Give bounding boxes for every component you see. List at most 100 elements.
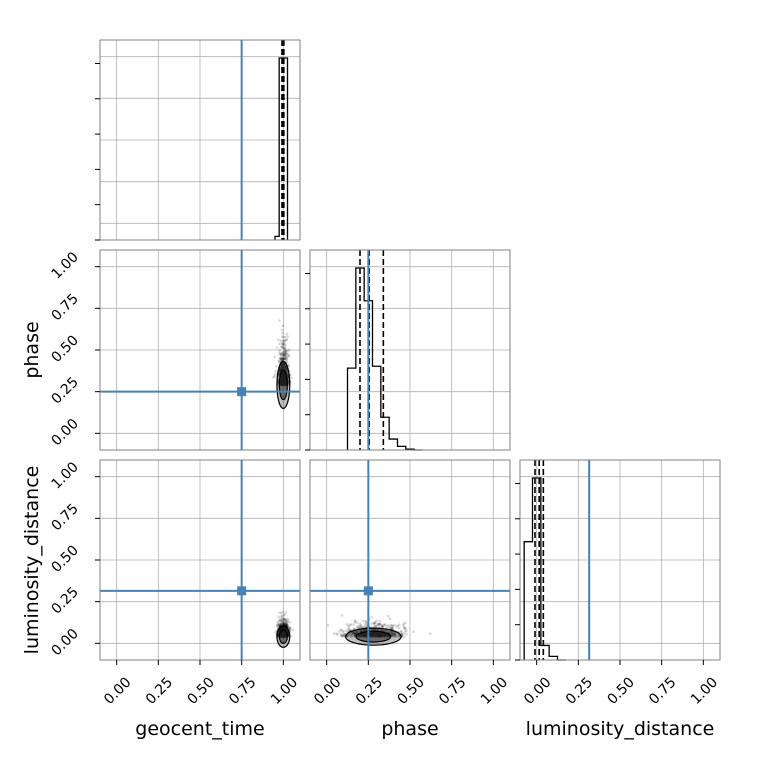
sample-point: [284, 368, 287, 371]
sample-point: [282, 357, 286, 361]
sample-point: [391, 633, 394, 637]
sample-point: [281, 356, 285, 360]
sample-point: [278, 369, 281, 373]
sample-point: [278, 623, 282, 626]
sample-point: [280, 366, 283, 369]
sample-point: [284, 367, 288, 370]
sample-point: [348, 623, 352, 626]
sample-point: [382, 629, 386, 632]
sample-point: [353, 630, 357, 634]
sample-point: [275, 346, 279, 349]
sample-point: [284, 623, 288, 627]
y-tick-label: 0.25: [48, 374, 81, 407]
x-tick-label: 1.00: [478, 674, 511, 707]
sample-point: [393, 633, 396, 637]
sample-point: [279, 358, 283, 361]
sample-point: [343, 632, 346, 636]
sample-point: [285, 357, 289, 360]
sample-point: [390, 630, 393, 634]
sample-point: [280, 328, 284, 332]
sample-point: [287, 626, 290, 629]
sample-point: [390, 633, 394, 636]
sample-point: [287, 348, 291, 352]
sample-point: [381, 629, 385, 632]
sample-point: [390, 631, 393, 635]
sample-point: [429, 632, 432, 635]
sample-point: [351, 632, 355, 635]
sample-point: [279, 357, 282, 361]
sample-point: [282, 365, 285, 369]
sample-point: [284, 623, 288, 627]
sample-point: [282, 366, 286, 369]
sample-point: [393, 632, 397, 636]
sample-point: [355, 630, 358, 634]
sample-point: [342, 634, 346, 637]
sample-point: [277, 359, 280, 363]
sample-point: [326, 624, 330, 627]
sample-point: [278, 369, 282, 372]
sample-point: [282, 627, 285, 630]
sample-point: [286, 619, 290, 622]
sample-point: [392, 634, 396, 638]
sample-point: [393, 631, 396, 635]
sample-point: [282, 365, 286, 369]
sample-point: [274, 365, 278, 368]
sample-point: [347, 627, 350, 631]
sample-point: [280, 345, 283, 349]
sample-point: [275, 623, 279, 627]
sample-point: [279, 366, 283, 369]
x-tick-label: 0.00: [521, 674, 554, 707]
sample-point: [282, 354, 286, 358]
sample-point: [279, 368, 282, 372]
sample-point: [281, 614, 284, 618]
density-contour-inner: [278, 369, 288, 401]
sample-point: [285, 358, 289, 361]
sample-point: [279, 367, 283, 371]
sample-point: [338, 630, 341, 634]
sample-point: [280, 354, 283, 358]
x-tick-label: 0.50: [394, 674, 427, 707]
sample-point: [283, 364, 286, 368]
sample-point: [387, 630, 390, 634]
sample-point: [339, 632, 343, 636]
sample-point: [379, 628, 382, 632]
sample-point: [278, 342, 281, 346]
sample-point: [393, 632, 396, 635]
sample-point: [278, 370, 281, 373]
sample-point: [283, 355, 287, 359]
sample-point: [282, 363, 286, 366]
sample-point: [279, 622, 282, 626]
sample-point: [281, 342, 285, 345]
sample-point: [381, 629, 384, 632]
sample-point: [278, 357, 282, 360]
sample-point: [284, 364, 287, 367]
sample-point: [284, 365, 287, 368]
sample-point: [284, 351, 287, 354]
sample-point: [278, 319, 281, 322]
sample-point: [282, 353, 285, 356]
sample-point: [380, 623, 383, 627]
sample-point: [284, 618, 288, 622]
sample-point: [388, 631, 391, 635]
sample-point: [280, 612, 283, 615]
x-tick-label: 1.00: [688, 674, 721, 707]
sample-point: [386, 629, 390, 633]
sample-point: [285, 332, 288, 336]
sample-point: [393, 634, 397, 638]
sample-point: [359, 629, 363, 633]
sample-point: [381, 625, 385, 628]
sample-point: [281, 366, 285, 370]
sample-point: [395, 625, 398, 628]
sample-point: [276, 338, 280, 342]
sample-point: [397, 626, 401, 630]
sample-point: [281, 621, 285, 625]
sample-point: [353, 632, 356, 635]
sample-point: [283, 622, 287, 626]
sample-point: [283, 346, 286, 350]
sample-point: [350, 634, 353, 638]
hist-panel-phase: [305, 249, 511, 451]
sample-point: [281, 331, 284, 335]
sample-point: [282, 362, 286, 365]
sample-point: [281, 342, 284, 346]
